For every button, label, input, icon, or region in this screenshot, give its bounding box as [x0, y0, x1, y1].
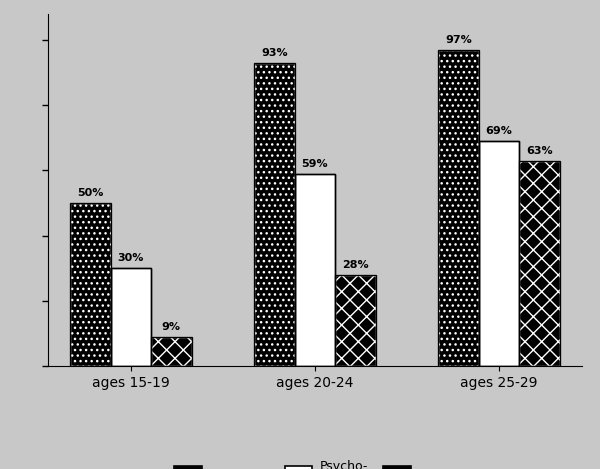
- Bar: [151, 337, 191, 366]
- Bar: [479, 141, 520, 366]
- Text: 50%: 50%: [77, 188, 104, 198]
- Bar: [110, 268, 151, 366]
- Bar: [151, 337, 191, 366]
- Bar: [479, 141, 520, 366]
- Bar: [110, 268, 151, 366]
- Bar: [439, 50, 479, 366]
- Bar: [70, 203, 110, 366]
- Bar: [520, 161, 560, 366]
- Bar: [335, 275, 376, 366]
- Bar: [295, 174, 335, 366]
- Text: 28%: 28%: [342, 260, 369, 270]
- Text: 69%: 69%: [486, 126, 512, 136]
- Bar: [254, 63, 295, 366]
- Legend: Biological, Psycho-
logical, Social: Biological, Psycho- logical, Social: [169, 455, 461, 469]
- Text: 30%: 30%: [118, 253, 144, 263]
- Bar: [254, 63, 295, 366]
- Text: 9%: 9%: [162, 322, 181, 332]
- Text: 63%: 63%: [526, 146, 553, 156]
- Text: 97%: 97%: [445, 35, 472, 45]
- Bar: [70, 203, 110, 366]
- Bar: [520, 161, 560, 366]
- Bar: [295, 174, 335, 366]
- Bar: [439, 50, 479, 366]
- Text: 59%: 59%: [302, 159, 328, 169]
- Text: 93%: 93%: [261, 48, 288, 58]
- Bar: [335, 275, 376, 366]
